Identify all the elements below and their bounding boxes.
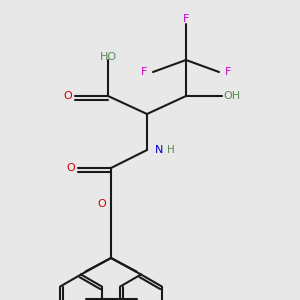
Text: O: O bbox=[66, 163, 75, 173]
Text: OH: OH bbox=[224, 91, 241, 101]
Text: F: F bbox=[183, 14, 189, 25]
Text: H: H bbox=[167, 145, 174, 155]
Text: HO: HO bbox=[99, 52, 117, 62]
Text: O: O bbox=[98, 199, 106, 209]
Text: F: F bbox=[225, 67, 231, 77]
Text: F: F bbox=[141, 67, 147, 77]
Text: O: O bbox=[63, 91, 72, 101]
Text: N: N bbox=[154, 145, 163, 155]
